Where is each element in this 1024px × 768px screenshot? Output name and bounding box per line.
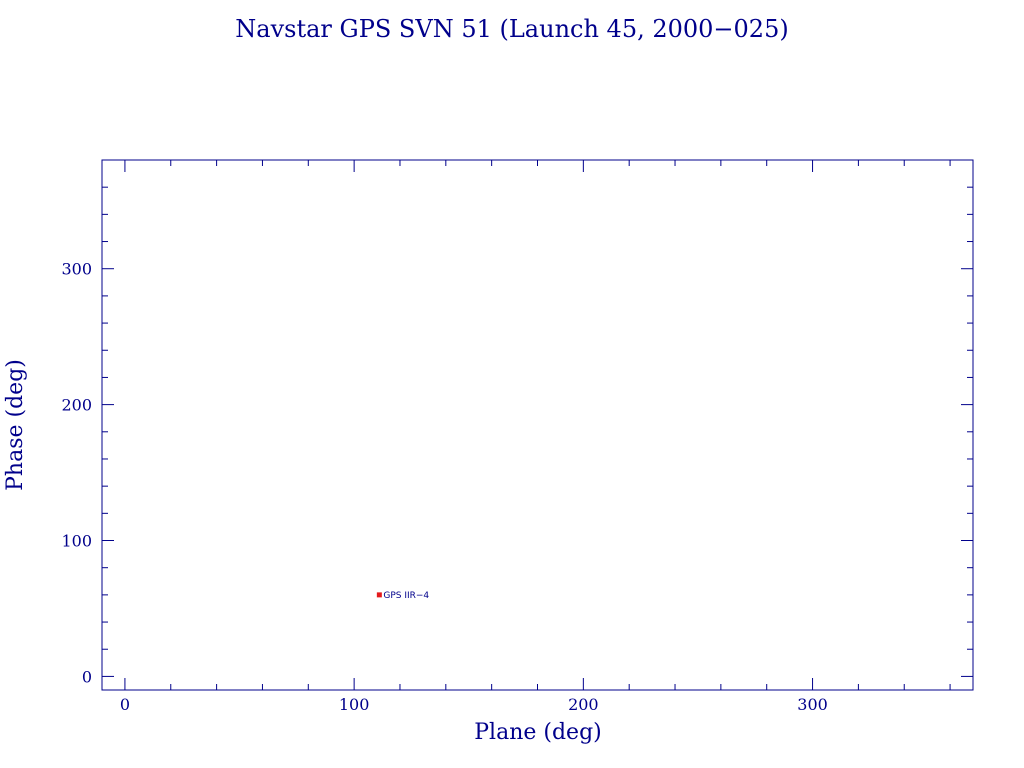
chart-title: Navstar GPS SVN 51 (Launch 45, 2000−025) — [235, 15, 788, 43]
data-point — [376, 592, 382, 598]
y-tick-label: 100 — [61, 532, 92, 551]
y-tick-label: 300 — [61, 260, 92, 279]
x-tick-label: 100 — [339, 695, 370, 714]
y-tick-label: 0 — [82, 667, 92, 686]
x-axis-label: Plane (deg) — [474, 720, 602, 745]
data-marks: GPS IIR−4 — [376, 591, 429, 601]
data-point-label: GPS IIR−4 — [383, 591, 429, 601]
x-tick-label: 300 — [797, 695, 828, 714]
y-axis-label: Phase (deg) — [3, 359, 28, 491]
axes: 0 100 200 300 0 100 200 300 — [61, 159, 974, 714]
x-tick-label: 200 — [568, 695, 599, 714]
x-tick-label: 0 — [120, 695, 130, 714]
y-tick-label: 200 — [61, 396, 92, 415]
plot-frame — [101, 159, 974, 691]
